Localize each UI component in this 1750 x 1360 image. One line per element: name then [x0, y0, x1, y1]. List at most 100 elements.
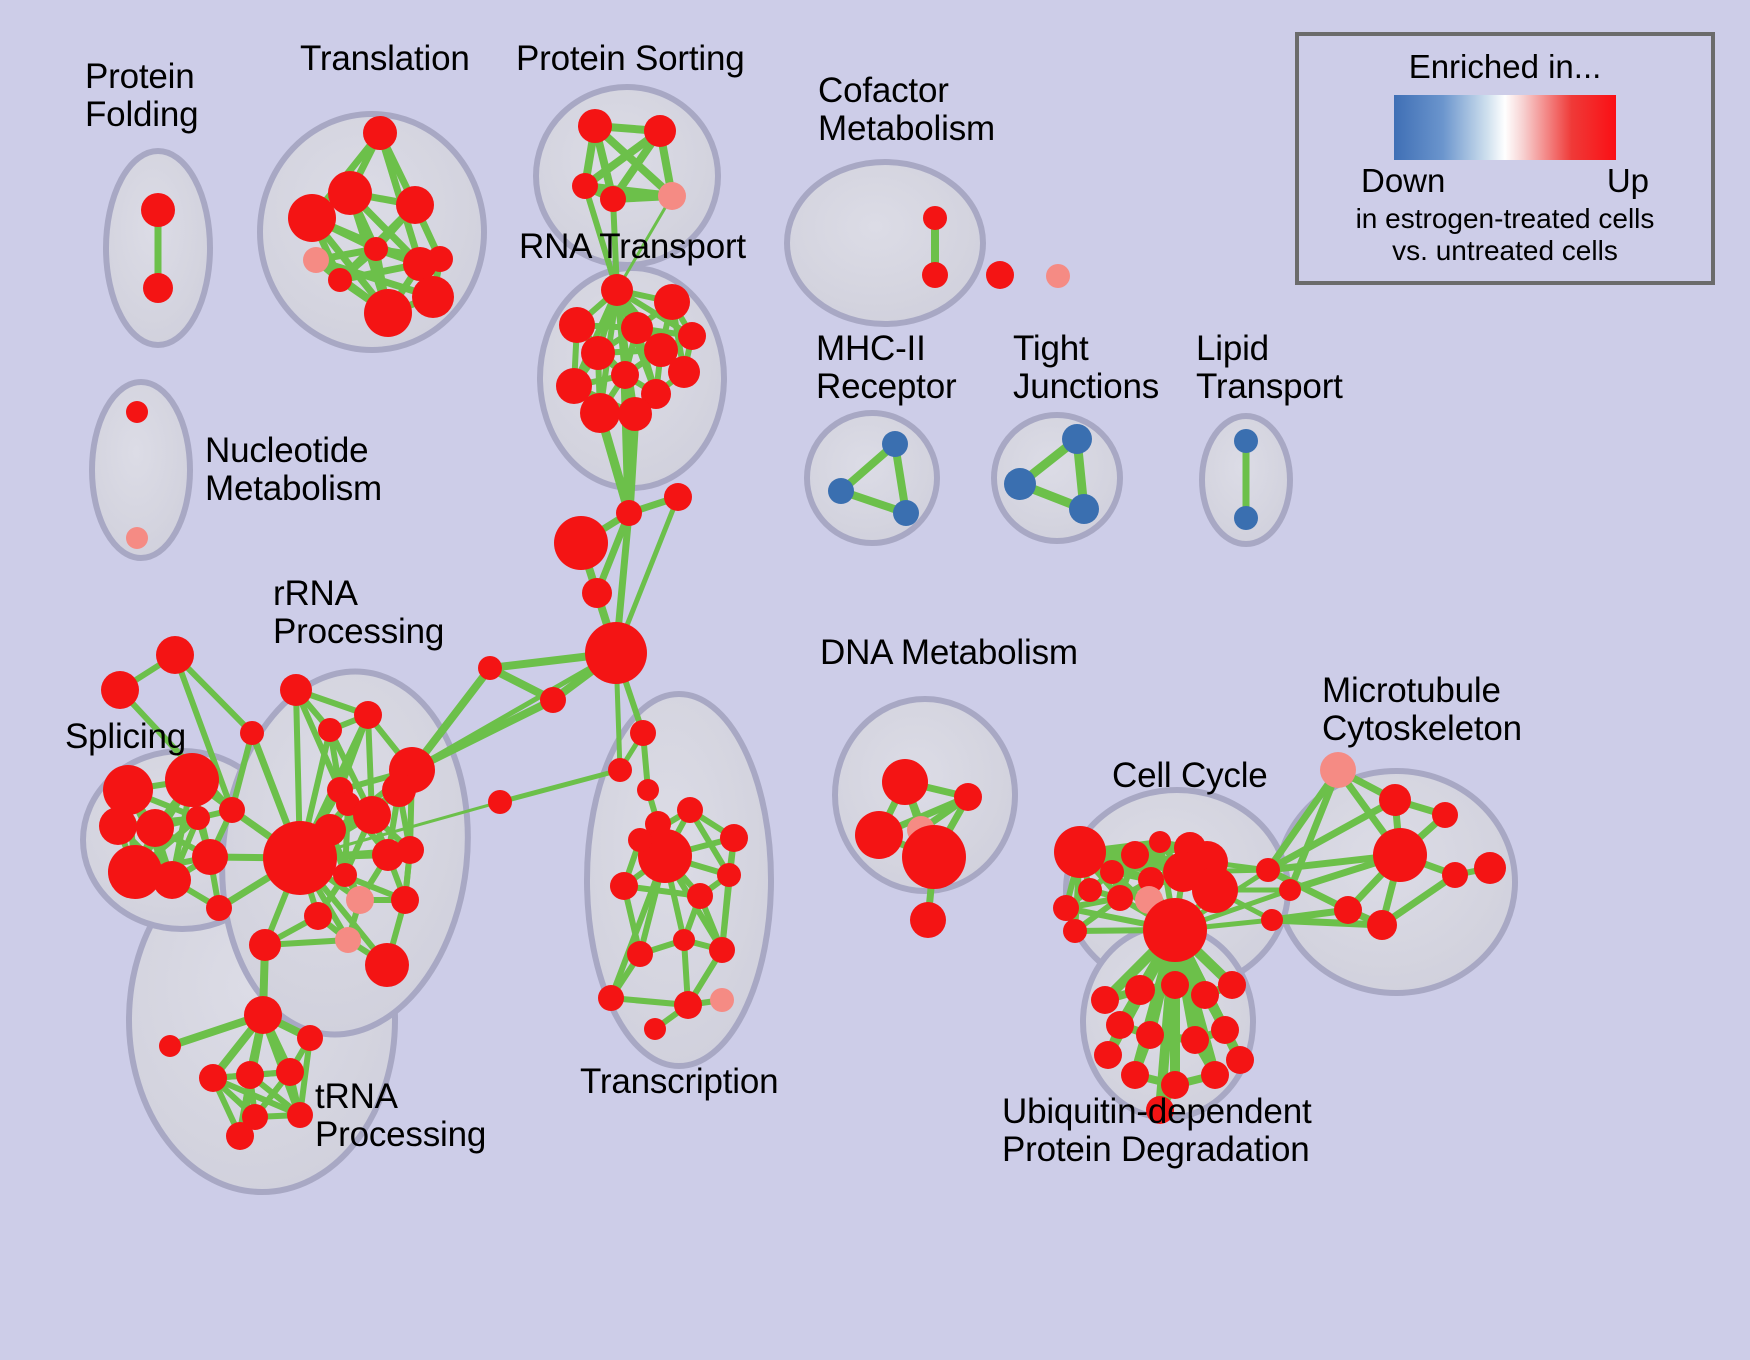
cluster-label-cofactor-metabolism: Cofactor Metabolism: [818, 71, 995, 148]
node: [893, 500, 919, 526]
cluster-label-splicing: Splicing: [65, 717, 186, 756]
cluster-label-dna-metabolism: DNA Metabolism: [820, 633, 1078, 672]
node: [658, 182, 686, 210]
node: [1256, 858, 1280, 882]
legend-subtext: in estrogen-treated cells vs. untreated …: [1356, 203, 1655, 267]
node: [654, 284, 690, 320]
node: [199, 1064, 227, 1092]
node: [710, 988, 734, 1012]
node: [1091, 986, 1119, 1014]
node: [601, 274, 633, 306]
node: [108, 845, 162, 899]
node: [581, 336, 615, 370]
node: [882, 759, 928, 805]
node: [644, 1018, 666, 1040]
node: [923, 206, 947, 230]
legend-label-up: Up: [1606, 162, 1649, 199]
node: [276, 1058, 304, 1086]
hull-cofactor-metabolism: [784, 159, 986, 327]
node: [1218, 971, 1246, 999]
node: [598, 985, 624, 1011]
node: [630, 720, 656, 746]
node: [153, 861, 191, 899]
node: [396, 186, 434, 224]
node: [126, 401, 148, 423]
node: [1161, 1071, 1189, 1099]
node: [1320, 752, 1356, 788]
node: [1146, 1096, 1174, 1124]
node: [578, 109, 612, 143]
legend-title: Enriched in...: [1408, 48, 1602, 85]
legend: Enriched in... Down Up in estrogen-treat…: [1295, 32, 1715, 285]
node: [1379, 784, 1411, 816]
node: [159, 1035, 181, 1057]
node: [141, 193, 175, 227]
node: [637, 779, 659, 801]
node: [101, 671, 139, 709]
node: [1334, 896, 1362, 924]
node: [1106, 1011, 1134, 1039]
node: [1143, 898, 1207, 962]
node: [559, 307, 595, 343]
node: [346, 886, 374, 914]
cluster-label-transcription: Transcription: [580, 1062, 779, 1101]
node: [353, 796, 391, 834]
node: [1367, 910, 1397, 940]
node: [709, 937, 735, 963]
node: [1201, 1061, 1229, 1089]
node: [628, 828, 652, 852]
node: [396, 836, 424, 864]
node: [717, 863, 741, 887]
node: [1373, 828, 1427, 882]
node: [585, 622, 647, 684]
node: [372, 839, 404, 871]
node: [664, 483, 692, 511]
node: [156, 636, 194, 674]
node: [621, 312, 653, 344]
cluster-label-lipid-transport: Lipid Transport: [1196, 329, 1343, 406]
node: [580, 393, 620, 433]
cluster-label-microtubule-cytoskeleton: Microtubule Cytoskeleton: [1322, 671, 1522, 748]
node: [297, 1025, 323, 1051]
node: [478, 656, 502, 680]
node: [403, 247, 437, 281]
cluster-label-rna-transport: RNA Transport: [519, 227, 746, 266]
legend-endpoints: Down Up: [1361, 162, 1649, 200]
node: [1125, 975, 1155, 1005]
node: [206, 895, 232, 921]
node: [412, 276, 454, 318]
node: [611, 361, 639, 389]
node: [540, 687, 566, 713]
node: [902, 825, 966, 889]
cluster-label-cell-cycle: Cell Cycle: [1112, 756, 1268, 795]
hull-nucleotide-metabolism: [89, 379, 193, 561]
node: [226, 1122, 254, 1150]
node: [674, 991, 702, 1019]
node: [1136, 1021, 1164, 1049]
node: [641, 379, 671, 409]
node: [616, 500, 642, 526]
cluster-label-trna-processing: tRNA Processing: [315, 1077, 487, 1154]
cluster-label-nucleotide-metabolism: Nucleotide Metabolism: [205, 431, 382, 508]
node: [1094, 1041, 1122, 1069]
node: [1234, 429, 1258, 453]
node: [1100, 860, 1124, 884]
node: [1004, 468, 1036, 500]
cluster-label-ubiquitin-protein-degradation: Ubiquitin-dependent Protein Degradation: [1002, 1092, 1312, 1169]
cluster-label-protein-folding: Protein Folding: [85, 57, 199, 134]
node: [1234, 506, 1258, 530]
node: [627, 941, 653, 967]
node: [1069, 494, 1099, 524]
node: [103, 765, 153, 815]
node: [354, 701, 382, 729]
node: [828, 478, 854, 504]
node: [610, 872, 638, 900]
node: [364, 237, 388, 261]
legend-subtext-line2: vs. untreated cells: [1392, 234, 1618, 266]
node: [1149, 831, 1171, 853]
node: [303, 247, 329, 273]
node: [668, 356, 700, 388]
node: [488, 790, 512, 814]
node: [136, 809, 174, 847]
